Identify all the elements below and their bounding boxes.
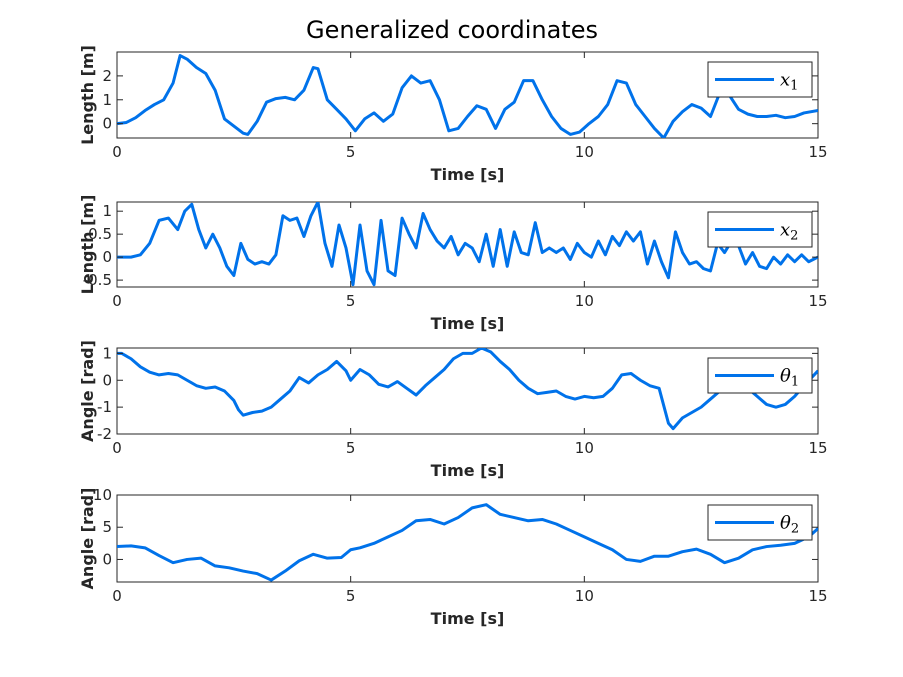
series-line-theta2 (117, 503, 818, 582)
legend-4: θ2 (707, 504, 813, 541)
x-tick-label: 10 (575, 439, 594, 457)
y-tick-label: 2 (102, 67, 112, 85)
series-line-theta1 (117, 348, 818, 431)
y-tick-label: 0 (102, 248, 112, 266)
subplot-3: 0 5 10 15 -2 -1 0 1 Time [s] Angle [rad] θ1 (78, 340, 828, 480)
x-tick-label: 10 (575, 143, 594, 161)
y-tick-label: 1 (102, 344, 112, 362)
x-axis-label: Time [s] (431, 609, 505, 628)
y-tick-label: 5 (102, 518, 112, 536)
x-tick-label: 5 (346, 439, 356, 457)
legend-subscript: 2 (791, 522, 799, 537)
subplot-4: 0 5 10 15 0 5 10 Time [s] Angle [rad] θ2 (78, 486, 828, 628)
axes-box-3 (116, 347, 819, 435)
y-axis-label: Length [m] (78, 195, 97, 295)
y-axis-label: Length [m] (78, 45, 97, 145)
y-tick-label: -0.5 (83, 271, 112, 289)
x-tick-label: 0 (112, 292, 122, 310)
legend-subscript: 1 (791, 375, 799, 390)
legend-1: x1 (707, 61, 813, 98)
legend-subscript: 2 (790, 229, 798, 244)
y-tick-label: 0 (102, 371, 112, 389)
y-tick-label: 1 (102, 202, 112, 220)
y-tick-label: -2 (97, 425, 112, 443)
x-tick-label: 0 (112, 439, 122, 457)
legend-2: x2 (707, 211, 813, 248)
series-line-x1 (117, 54, 818, 138)
x-tick-label: 15 (808, 439, 827, 457)
x-tick-label: 5 (346, 292, 356, 310)
x-tick-label: 10 (575, 292, 594, 310)
y-axis-label: Angle [rad] (78, 488, 97, 590)
x-axis-label: Time [s] (431, 314, 505, 333)
y-axis-label: Angle [rad] (78, 340, 97, 442)
x-tick-label: 0 (112, 143, 122, 161)
x-axis-label: Time [s] (431, 165, 505, 184)
x-tick-label: 10 (575, 587, 594, 605)
figure-title: Generalized coordinates (306, 16, 598, 44)
y-tick-label: 0 (102, 115, 112, 133)
legend-subscript: 1 (790, 79, 798, 94)
legend-3: θ1 (707, 357, 813, 394)
y-tick-label: 10 (93, 486, 112, 504)
y-tick-label: 0 (102, 550, 112, 568)
y-tick-label: 0.5 (88, 225, 112, 243)
x-tick-label: 5 (346, 587, 356, 605)
y-tick-label: -1 (97, 398, 112, 416)
x-tick-label: 15 (808, 292, 827, 310)
y-tick-label: 1 (102, 91, 112, 109)
x-tick-label: 15 (808, 143, 827, 161)
x-tick-label: 0 (112, 587, 122, 605)
x-tick-label: 15 (808, 587, 827, 605)
subplot-1: 0 5 10 15 0 1 2 Time [s] Length [m] x1 (78, 45, 828, 184)
series-line-x2 (117, 202, 818, 287)
axes-box-1 (116, 51, 819, 139)
x-tick-label: 5 (346, 143, 356, 161)
x-axis-label: Time [s] (431, 461, 505, 480)
